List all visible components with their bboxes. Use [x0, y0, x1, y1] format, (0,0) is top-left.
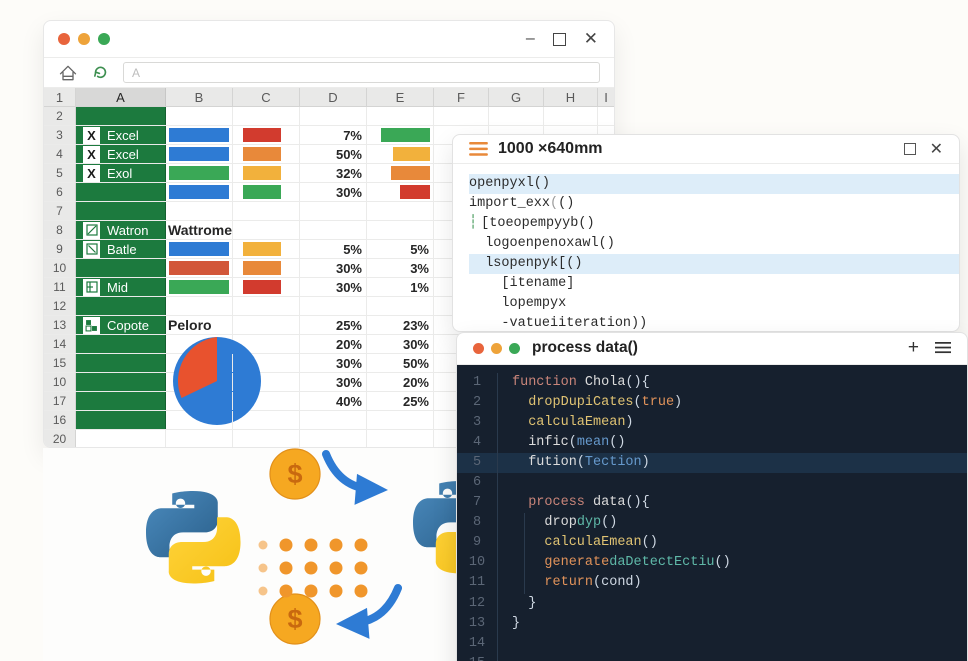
svg-text:$: $ [287, 604, 302, 634]
svg-text:$: $ [287, 459, 302, 489]
